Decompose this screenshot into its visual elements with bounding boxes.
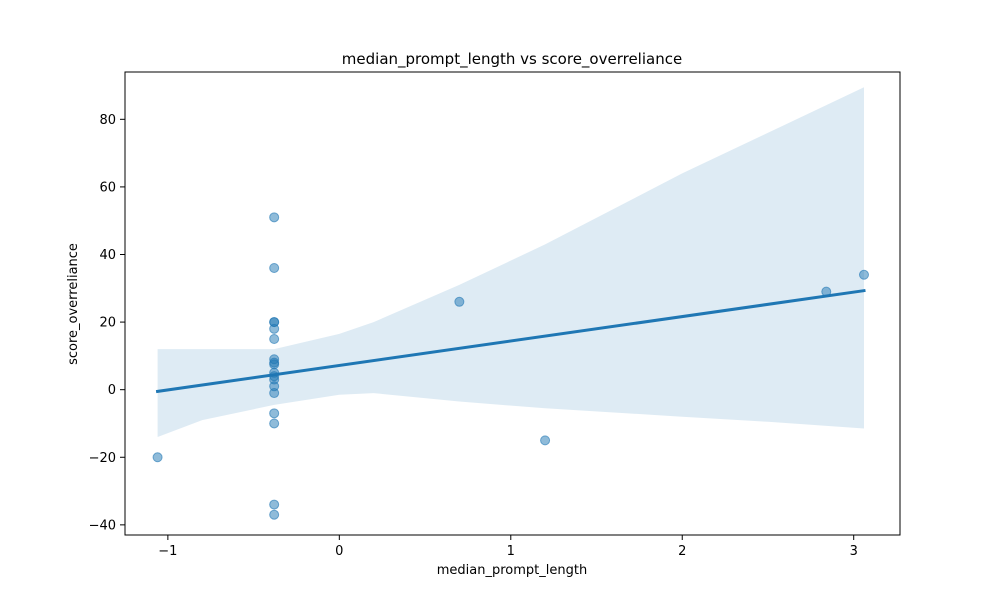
data-points-layer bbox=[152, 212, 869, 520]
data-point bbox=[858, 269, 869, 280]
confidence-band bbox=[157, 87, 865, 437]
data-point bbox=[269, 499, 280, 510]
x-tick-label: 0 bbox=[335, 544, 343, 559]
x-axis-label: median_prompt_length bbox=[437, 563, 587, 578]
confidence-band-layer bbox=[157, 87, 865, 437]
y-tick-label: 20 bbox=[99, 316, 116, 331]
data-point bbox=[821, 286, 832, 297]
y-tick-label: −20 bbox=[89, 451, 116, 466]
data-point bbox=[269, 212, 280, 223]
data-point bbox=[454, 296, 465, 307]
y-tick-label: 80 bbox=[99, 113, 116, 128]
x-tick-label: −1 bbox=[158, 544, 177, 559]
data-point bbox=[269, 333, 280, 344]
x-tick-label: 3 bbox=[850, 544, 858, 559]
y-tick-label: −40 bbox=[89, 518, 116, 533]
data-point bbox=[269, 359, 280, 370]
y-axis-ticks: −40 −20 0 20 40 60 80 bbox=[89, 113, 125, 533]
data-point bbox=[269, 263, 280, 274]
x-axis-ticks: −1 0 1 2 3 bbox=[158, 535, 858, 559]
x-tick-label: 2 bbox=[678, 544, 686, 559]
data-point bbox=[269, 418, 280, 429]
data-point bbox=[269, 509, 280, 520]
data-point bbox=[269, 323, 280, 334]
plot-frame bbox=[124, 71, 901, 536]
data-point bbox=[269, 408, 280, 419]
data-point bbox=[269, 388, 280, 399]
data-point bbox=[152, 452, 163, 463]
y-axis-label: score_overreliance bbox=[66, 243, 81, 365]
chart-title: median_prompt_length vs score_overrelian… bbox=[342, 50, 682, 69]
data-point bbox=[540, 435, 551, 446]
y-tick-label: 60 bbox=[99, 180, 116, 195]
x-tick-label: 1 bbox=[507, 544, 515, 559]
y-tick-label: 0 bbox=[108, 383, 116, 398]
y-tick-label: 40 bbox=[99, 248, 116, 263]
